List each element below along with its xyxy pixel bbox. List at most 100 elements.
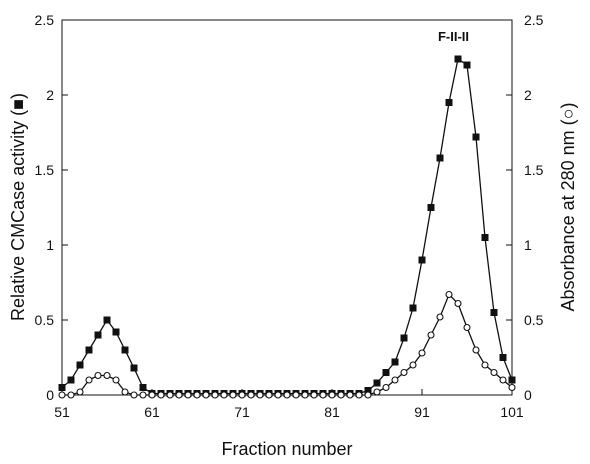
absorbance-point [256, 391, 264, 399]
absorbance-point [472, 346, 480, 354]
activity-series-line [61, 57, 513, 395]
y-left-tick-label: 2 [46, 87, 54, 103]
absorbance-point [139, 391, 147, 399]
absorbance-point [85, 376, 93, 384]
absorbance-point [229, 391, 237, 399]
activity-point [130, 364, 138, 372]
activity-point [112, 328, 120, 336]
activity-point [103, 316, 111, 324]
y-right-tick-label: 0 [524, 387, 532, 403]
series-layer [58, 55, 516, 399]
absorbance-point [283, 391, 291, 399]
activity-point [94, 331, 102, 339]
x-tick-label: 81 [324, 404, 340, 420]
absorbance-point [319, 391, 327, 399]
y-right-tick-label: 1.5 [524, 162, 544, 178]
absorbance-point [364, 391, 372, 399]
absorbance-point [211, 391, 219, 399]
x-tick-label: 101 [500, 404, 524, 420]
activity-point [508, 376, 516, 384]
activity-point [427, 204, 435, 211]
y-right-tick-label: 1 [524, 237, 532, 253]
x-tick-label: 91 [414, 404, 430, 420]
absorbance-point [427, 331, 435, 339]
absorbance-point [292, 391, 300, 399]
absorbance-point [238, 391, 246, 399]
activity-point [445, 99, 453, 106]
activity-point [409, 304, 417, 312]
activity-point [76, 361, 84, 369]
absorbance-point [247, 391, 255, 399]
absorbance-point [355, 391, 363, 399]
y-right-tick-label: 2.5 [524, 12, 544, 28]
peak-annotation: F-II-II [438, 29, 469, 44]
y-right-tick-label: 2 [524, 87, 532, 103]
activity-point [364, 387, 372, 394]
activity-point [391, 358, 399, 366]
activity-point [481, 234, 489, 241]
activity-point [472, 133, 480, 141]
absorbance-point [454, 299, 462, 308]
x-tick-label: 61 [144, 404, 160, 420]
y-left-tick-label: 1 [46, 237, 54, 253]
absorbance-point [409, 361, 417, 369]
activity-point [67, 376, 75, 384]
absorbance-point [184, 391, 192, 399]
absorbance-point [274, 391, 282, 399]
y-left-tick-label: 1.5 [35, 162, 55, 178]
absorbance-point [265, 391, 273, 399]
absorbance-point [490, 368, 498, 377]
y-left-tick-label: 2.5 [35, 12, 55, 28]
activity-point [373, 379, 381, 387]
activity-point [418, 256, 426, 264]
absorbance-point [508, 383, 516, 392]
absorbance-point [418, 349, 426, 357]
absorbance-point [445, 290, 453, 299]
absorbance-point [67, 391, 75, 399]
absorbance-point [337, 391, 345, 399]
absorbance-point [400, 368, 408, 377]
absorbance-point [373, 388, 381, 396]
activity-point [121, 346, 129, 354]
absorbance-point [157, 391, 165, 399]
absorbance-point [130, 391, 138, 399]
absorbance-point [121, 388, 129, 396]
y-left-tick-label: 0 [46, 387, 54, 403]
x-tick-label: 71 [234, 404, 250, 420]
absorbance-point [220, 391, 228, 399]
plot-frame [61, 19, 513, 396]
activity-point [463, 61, 471, 69]
y-axis-right-title: Absorbance at 280 nm (○) [558, 103, 578, 312]
absorbance-point [481, 361, 489, 369]
absorbance-point [175, 391, 183, 399]
activity-point [85, 346, 93, 354]
absorbance-point [148, 391, 156, 399]
absorbance-point [103, 371, 111, 380]
activity-point [400, 334, 408, 342]
x-tick-label: 51 [54, 404, 70, 420]
absorbance-point [94, 371, 102, 380]
y-left-tick-label: 0.5 [35, 312, 55, 328]
absorbance-point [166, 391, 174, 399]
absorbance-point [346, 391, 354, 399]
absorbance-point [58, 391, 66, 399]
absorbance-point [382, 383, 390, 392]
absorbance-point [436, 313, 444, 321]
y-axis-left-title: Relative CMCase activity (■) [8, 93, 28, 321]
absorbance-point [391, 376, 399, 384]
absorbance-point [193, 391, 201, 399]
activity-point [454, 55, 462, 63]
activity-point [490, 309, 498, 316]
activity-point [139, 384, 147, 391]
absorbance-point [328, 391, 336, 399]
absorbance-series-line [62, 293, 513, 396]
y-right-tick-label: 0.5 [524, 312, 544, 328]
activity-point [436, 154, 444, 162]
activity-point [58, 384, 66, 391]
absorbance-point [202, 391, 210, 399]
absorbance-point [499, 376, 507, 384]
absorbance-point [112, 376, 120, 384]
absorbance-point [310, 391, 318, 399]
